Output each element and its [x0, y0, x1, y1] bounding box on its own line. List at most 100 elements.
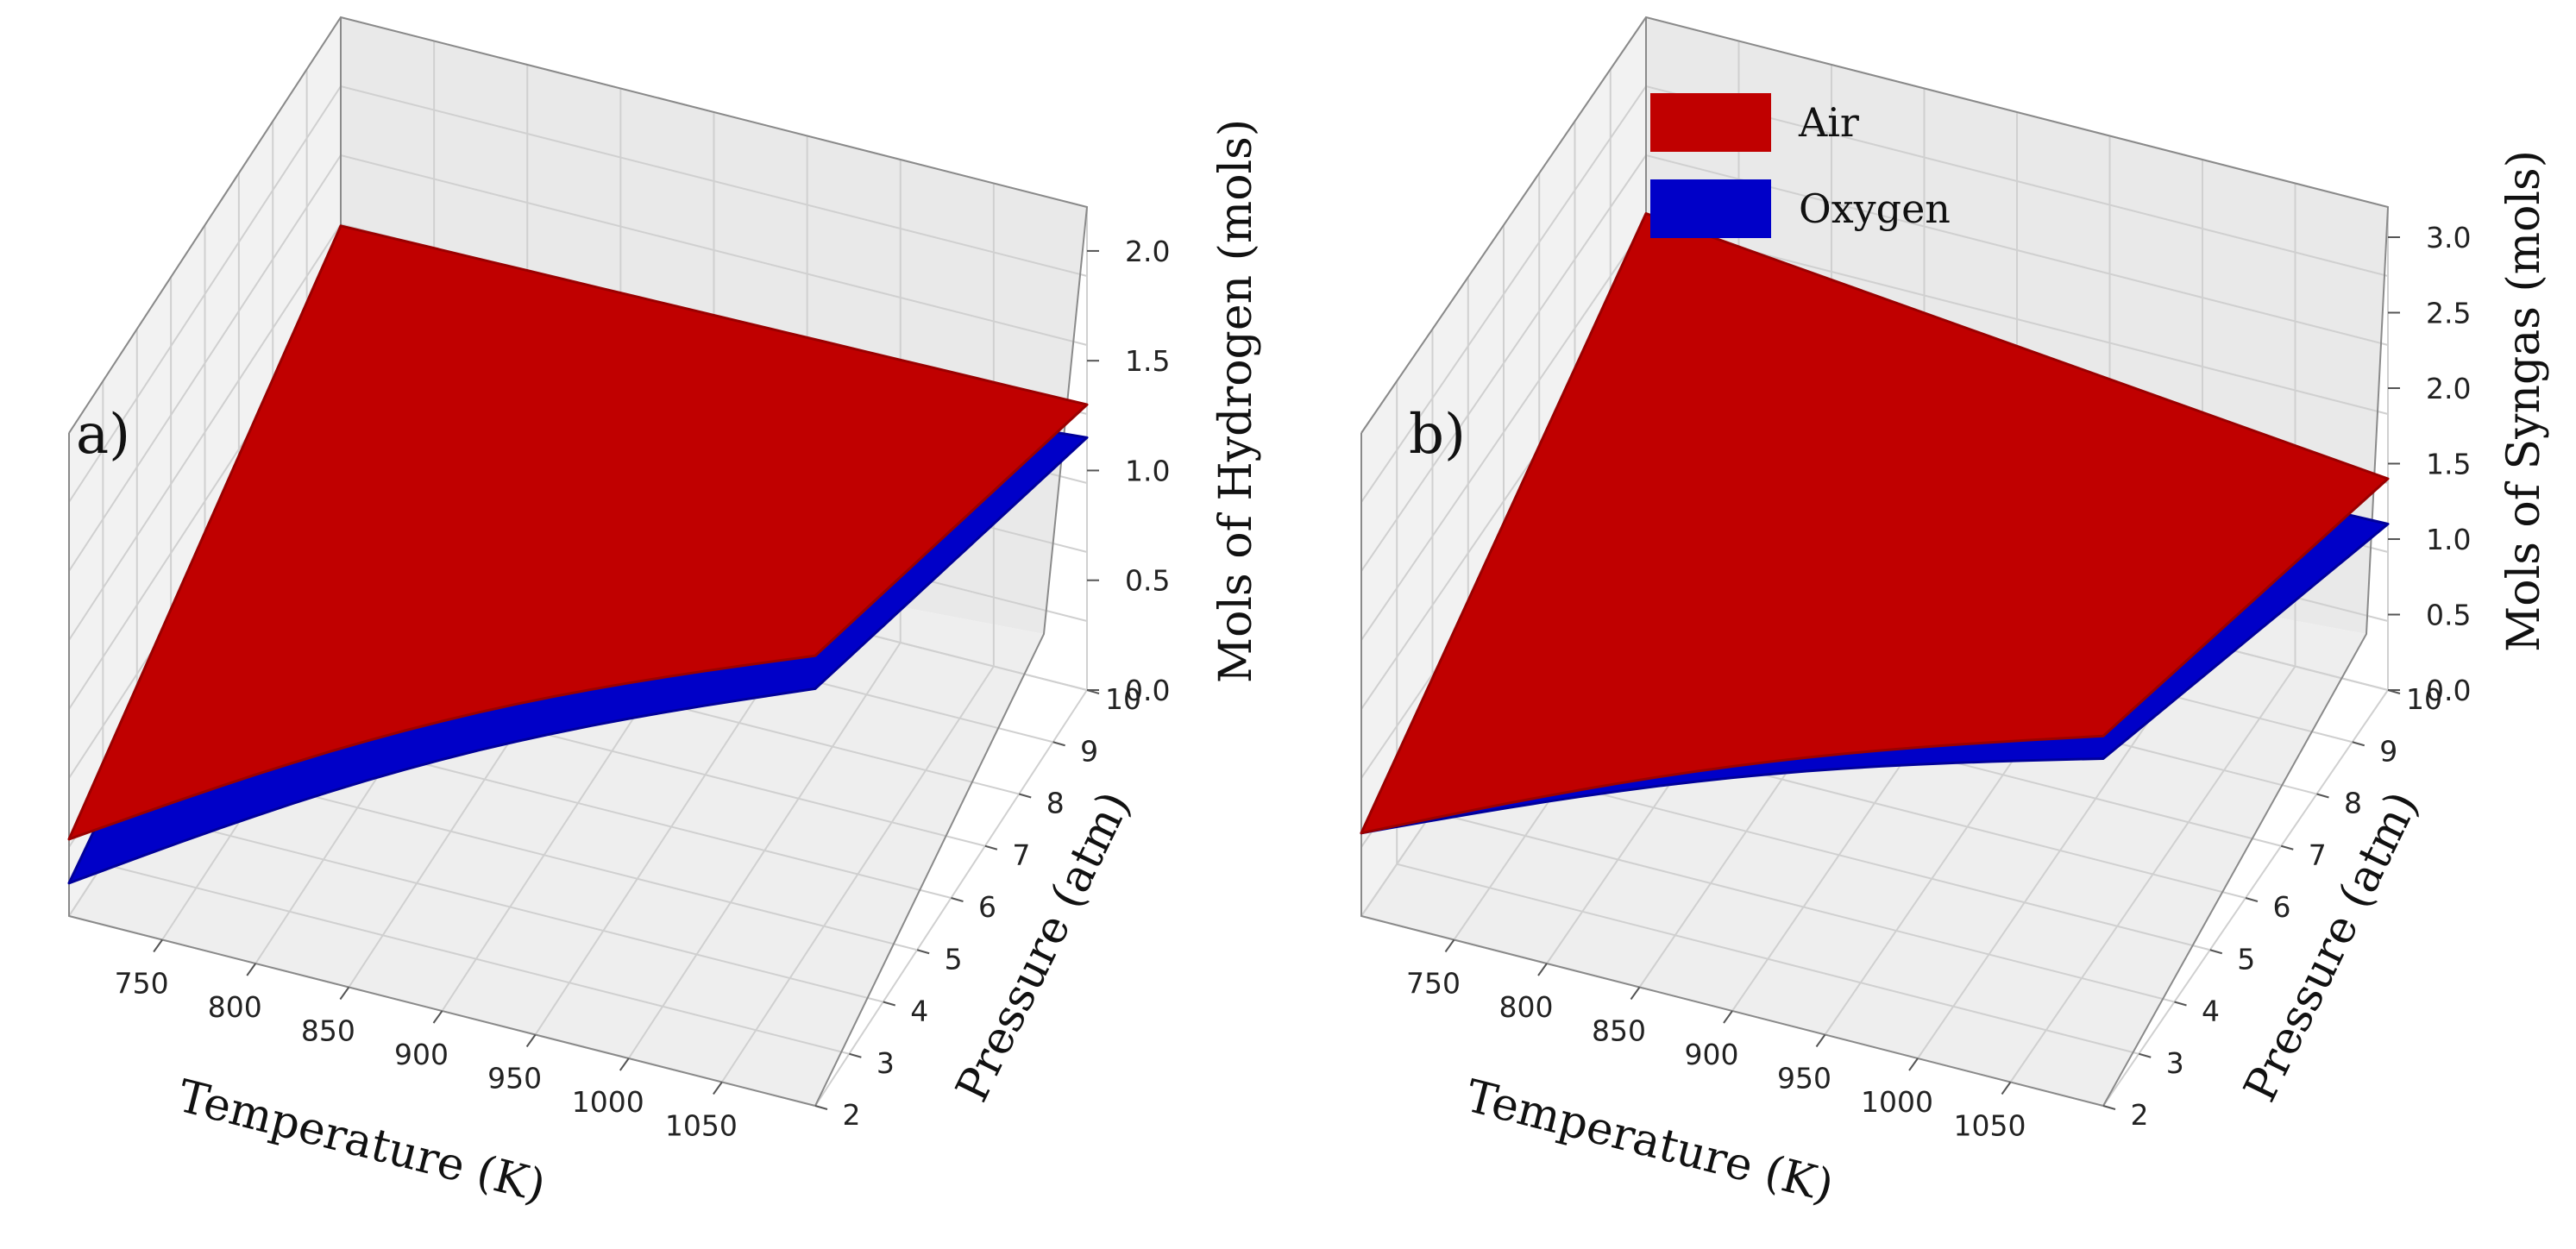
y-tick-label-b: 2	[2131, 1098, 2149, 1132]
x-tick-mark-b	[1630, 986, 1641, 1001]
x-tick-label-a: 850	[301, 1014, 355, 1048]
x-tick-label-a: 1000	[572, 1085, 644, 1119]
y-tick-label-a: 5	[945, 942, 963, 976]
z-tick-label-b: 2.5	[2426, 297, 2471, 330]
x-tick-label-b: 850	[1592, 1014, 1646, 1048]
x-tick-mark-b	[1908, 1058, 1919, 1071]
y-tick-mark-a	[1052, 741, 1065, 747]
y-tick-label-a: 7	[1012, 838, 1030, 872]
legend-label-oxygen: Oxygen	[1799, 185, 1951, 232]
grid-floor-p-b	[1432, 811, 2175, 1003]
y-tick-label-a: 9	[1080, 734, 1098, 768]
z-tick-label-b: 1.5	[2426, 448, 2471, 481]
y-tick-label-a: 3	[876, 1046, 895, 1080]
z-tick-label-a: 0.0	[1125, 674, 1170, 707]
y-tick-mark-a	[1018, 793, 1032, 799]
y-tick-label-a: 6	[978, 890, 996, 924]
y-tick-label-b: 4	[2202, 995, 2220, 1028]
x-tick-label-b: 950	[1777, 1062, 1831, 1095]
y-tick-mark-b	[2174, 1001, 2187, 1007]
edge-front-b	[1360, 433, 2104, 1107]
z-tick-label-a: 1.0	[1125, 454, 1170, 487]
y-tick-label-a: 8	[1046, 787, 1065, 820]
x-tick-label-a: 900	[394, 1038, 449, 1071]
x-tick-mark-a	[713, 1081, 723, 1095]
x-tick-label-b: 750	[1406, 967, 1461, 1001]
x-tick-mark-b	[2001, 1081, 2012, 1095]
x-tick-mark-a	[339, 986, 350, 1001]
x-tick-label-b: 1050	[1954, 1109, 2026, 1143]
x-tick-label-a: 750	[115, 967, 169, 1001]
x-tick-mark-a	[246, 963, 257, 976]
surface-air-a	[67, 224, 1089, 841]
y-tick-mark-a	[951, 897, 964, 902]
x-tick-mark-a	[525, 1033, 537, 1048]
chart-panel-b: 750 800 850 900 950 1000 1050 2 3 4 5 6 7 8 9 10 0.0 0.5 1…	[1288, 0, 2576, 1249]
y-tick-mark-a	[883, 1001, 896, 1007]
y-tick-mark-b	[2209, 949, 2223, 955]
x-tick-mark-a	[432, 1010, 443, 1024]
x-tick-mark-a	[619, 1058, 630, 1071]
x-tick-mark-a	[153, 938, 163, 953]
z-tick-label-b: 0.0	[2426, 674, 2471, 707]
grid-floor-p-a	[103, 863, 850, 1055]
z-tick-label-b: 2.0	[2426, 372, 2471, 405]
y-tick-label-a: 10	[1105, 682, 1141, 716]
y-tick-mark-a	[849, 1052, 862, 1058]
z-tick-label-a: 0.5	[1125, 564, 1170, 598]
edge-back-b	[1360, 16, 2390, 1107]
x-tick-label-a: 800	[208, 990, 262, 1024]
legend-swatch-air	[1650, 93, 1771, 152]
chart-panel-a: 750 800 850 900 950 1000 1050 2 3 4 5 6 7 8 9 10 0.0 0.5 1…	[67, 16, 1262, 1213]
y-tick-mark-a	[984, 844, 998, 850]
grid-floor-p-b	[1397, 863, 2139, 1055]
legend-b: Air Oxygen	[1650, 93, 1951, 238]
z-tick-label-a: 2.0	[1125, 235, 1170, 268]
y-tick-mark-b	[2138, 1052, 2152, 1058]
x-tick-label-b: 900	[1685, 1038, 1739, 1071]
y-tick-label-b: 5	[2237, 942, 2255, 976]
legend-swatch-oxygen	[1650, 179, 1771, 238]
x-tick-mark-b	[1723, 1010, 1733, 1024]
x-tick-mark-b	[1537, 963, 1548, 976]
y-tick-mark-b	[2102, 1105, 2116, 1110]
z-tick-label-b: 3.0	[2426, 221, 2471, 254]
edge-front-a	[68, 433, 816, 1107]
z-tick-label-a: 1.5	[1125, 344, 1170, 378]
y-tick-label-b: 3	[2166, 1046, 2184, 1080]
surface-air-b	[1360, 212, 2390, 835]
y-tick-mark-a	[916, 949, 930, 955]
y-tick-label-b: 7	[2309, 838, 2327, 872]
legend-label-air: Air	[1798, 99, 1859, 146]
edge-back-a	[68, 16, 1089, 1107]
z-axis-label-b: Mols of Syngas (mols)	[2498, 150, 2550, 652]
y-tick-label-b: 6	[2273, 890, 2291, 924]
z-axis-label-a: Mols of Hydrogen (mols)	[1210, 119, 1262, 683]
x-tick-mark-b	[1815, 1033, 1826, 1048]
y-tick-label-b: 8	[2344, 787, 2362, 820]
z-tick-label-b: 1.0	[2426, 523, 2471, 556]
y-axis-label-a: Pressure (atm)	[946, 783, 1141, 1109]
y-tick-mark-b	[2280, 844, 2294, 850]
x-tick-label-b: 800	[1499, 990, 1554, 1024]
panel-label-a: a)	[76, 403, 130, 467]
y-axis-label-b: Pressure (atm)	[2234, 783, 2429, 1109]
y-tick-label-b: 9	[2379, 734, 2397, 768]
panel-label-b: b)	[1409, 403, 1466, 467]
y-tick-label-a: 4	[910, 995, 928, 1028]
y-tick-mark-b	[2352, 741, 2366, 747]
x-tick-label-b: 1000	[1861, 1085, 1933, 1119]
grid-floor-p-a	[136, 811, 883, 1003]
z-tick-label-b: 0.5	[2426, 599, 2471, 632]
y-tick-mark-b	[2245, 897, 2259, 902]
x-tick-mark-b	[1444, 938, 1455, 953]
y-tick-mark-a	[814, 1105, 828, 1110]
x-tick-label-a: 1050	[665, 1109, 738, 1143]
y-tick-mark-b	[2316, 793, 2329, 799]
y-tick-label-b: 10	[2406, 682, 2442, 716]
